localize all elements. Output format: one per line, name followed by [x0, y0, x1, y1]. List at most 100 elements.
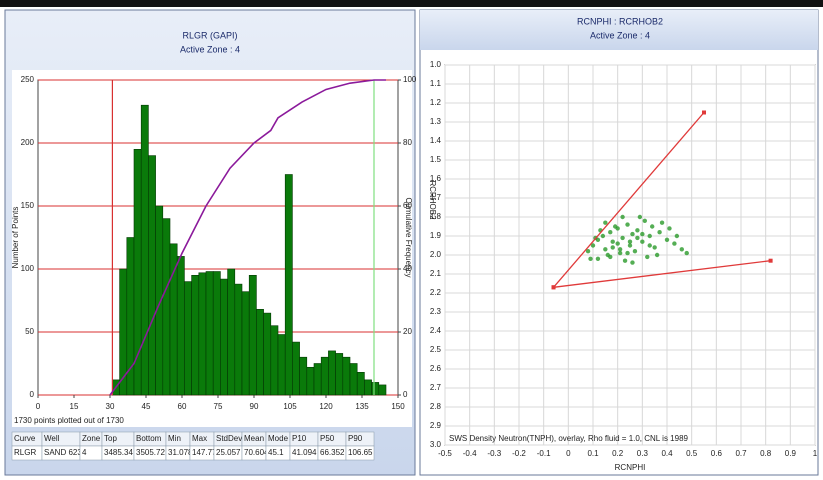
bar [284, 174, 293, 396]
point [625, 222, 630, 227]
point [608, 230, 613, 235]
point [622, 258, 628, 263]
table-value: 41.094 [292, 448, 317, 457]
x-tick-label: -0.2 [512, 449, 526, 458]
y-tick-label: 0 [30, 390, 35, 399]
y-tick-label: 2.1 [430, 269, 442, 278]
bar [234, 283, 243, 396]
bar [205, 271, 214, 396]
x-tick-label: 60 [178, 402, 187, 411]
y-tick-label: 2.7 [430, 383, 442, 392]
point [654, 252, 660, 258]
table-header: StdDev [216, 434, 242, 443]
point [615, 241, 620, 246]
scatter-subtitle: Active Zone : 4 [590, 30, 650, 40]
y-tick-label: 2.6 [430, 364, 442, 373]
point [588, 256, 593, 261]
x-tick-label: 0.1 [587, 449, 599, 458]
top-border [0, 0, 823, 7]
table-value: 106.65 [348, 448, 373, 457]
table-value: RLGR [14, 448, 36, 457]
x-tick-label: 0.3 [637, 449, 649, 458]
bar [313, 363, 322, 396]
y2-tick-label: 20 [403, 327, 412, 336]
bar [306, 366, 315, 396]
bar [270, 325, 279, 396]
x-tick-label: 0 [36, 402, 41, 411]
point [620, 235, 625, 241]
bar [277, 334, 286, 396]
y-tick-label: 150 [21, 201, 35, 210]
point [674, 233, 680, 239]
point [603, 220, 608, 225]
x-tick-label: 15 [70, 402, 79, 411]
y-tick-label: 2.5 [430, 345, 442, 354]
bar [148, 155, 156, 396]
point [635, 228, 640, 233]
y-tick-label: 2.9 [430, 421, 442, 430]
point [620, 214, 625, 220]
y-tick-label: 2.3 [430, 307, 442, 316]
point [613, 224, 618, 229]
bar [320, 356, 329, 396]
x-tick-label: 75 [214, 402, 223, 411]
table-value: 66.352 [320, 448, 345, 457]
y-tick-label: 200 [21, 138, 35, 147]
x-tick-label: 0.2 [612, 449, 624, 458]
table-value: 25.057 [216, 448, 241, 457]
point [630, 260, 635, 265]
y-tick-label: 1.6 [430, 174, 442, 183]
bar [119, 268, 128, 396]
y2-tick-label: 0 [403, 390, 408, 399]
reference-line [553, 112, 705, 288]
hist-title: RLGR (GAPI) [182, 30, 237, 40]
point [630, 231, 635, 237]
point [640, 239, 645, 244]
line-end [551, 285, 556, 290]
point [617, 247, 623, 252]
y-axis-label: RCRHOB2 [428, 180, 437, 220]
table-header: P90 [348, 434, 363, 443]
y-tick-label: 1.7 [430, 193, 442, 202]
table-header: Mean [244, 434, 264, 443]
point [610, 239, 615, 244]
x-tick-label: 90 [250, 402, 259, 411]
hist-subtitle: Active Zone : 4 [180, 44, 240, 54]
y-tick-label: 1.5 [430, 155, 442, 164]
x-tick-label: 105 [283, 402, 297, 411]
point [640, 231, 645, 237]
cumulative-line [109, 79, 386, 396]
point [627, 239, 633, 244]
point [625, 250, 630, 256]
table-value: 3485.34 ft [104, 448, 140, 457]
line-end [768, 258, 773, 263]
y-tick-label: 1.8 [430, 212, 442, 221]
point [650, 224, 655, 229]
point [647, 243, 652, 248]
table-header: Max [192, 434, 207, 443]
point [632, 249, 638, 254]
point [585, 249, 591, 254]
point [642, 218, 647, 223]
bar [227, 268, 236, 396]
x-tick-label: -0.4 [463, 449, 477, 458]
table-header: Zone [82, 434, 101, 443]
point [600, 233, 606, 239]
point [637, 214, 643, 220]
table-value: SAND 623/TH-2 [44, 448, 102, 457]
x-tick-label: 1 [813, 449, 818, 458]
bar [140, 104, 149, 396]
x-tick-label: 45 [142, 402, 151, 411]
x-axis-label: RCNPHI [615, 463, 646, 472]
x-tick-label: 0.6 [711, 449, 723, 458]
right-header [420, 10, 818, 50]
y-tick-label: 50 [25, 327, 34, 336]
table-header: Mode [268, 434, 289, 443]
table-header: Well [44, 434, 60, 443]
line-end [702, 110, 706, 115]
x-tick-label: 135 [355, 402, 369, 411]
x-tick-label: 30 [106, 402, 115, 411]
y2-tick-label: 40 [403, 264, 412, 273]
bar [241, 291, 250, 396]
